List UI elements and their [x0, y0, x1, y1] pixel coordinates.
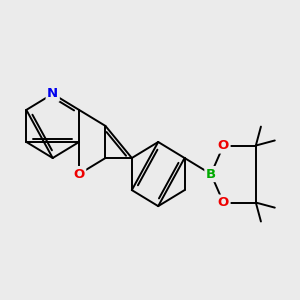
Text: N: N — [47, 87, 58, 101]
Text: O: O — [74, 168, 85, 181]
Text: O: O — [218, 196, 229, 209]
Text: O: O — [218, 139, 229, 152]
Text: B: B — [206, 168, 216, 181]
